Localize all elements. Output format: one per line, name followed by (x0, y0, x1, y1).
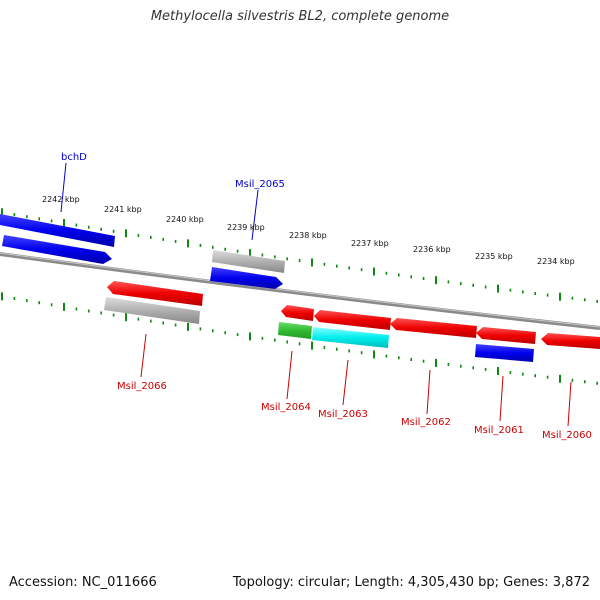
kbp-label-2240: 2240 kbp (166, 215, 204, 224)
gene-msil-2065-gray[interactable] (212, 250, 285, 273)
label-msil-2062[interactable]: Msil_2062 (401, 417, 451, 428)
kbp-label-2238: 2238 kbp (289, 231, 327, 240)
gene-msil-2066-gray[interactable] (104, 297, 200, 324)
label-msil-2063[interactable]: Msil_2063 (318, 409, 368, 420)
gene-msil-2064-red[interactable] (281, 305, 314, 321)
gene-forward-blue-2[interactable] (210, 267, 283, 289)
kbp-label-2239: 2239 kbp (227, 223, 265, 232)
kbp-label-2235: 2235 kbp (475, 252, 513, 261)
label-bchd[interactable]: bchD (61, 152, 87, 163)
label-leaders (60, 162, 572, 427)
genome-title: Methylocella silvestris BL2, complete ge… (150, 9, 450, 24)
gene-msil-2064-green[interactable] (278, 322, 312, 339)
gene-forward-blue-1[interactable] (2, 235, 112, 264)
forward-genes (0, 214, 285, 289)
reverse-genes (104, 281, 600, 362)
label-msil-2065[interactable]: Msil_2065 (235, 179, 285, 190)
genome-backbone (0, 252, 600, 330)
kbp-label-2241: 2241 kbp (104, 205, 142, 214)
gene-msil-2062[interactable] (390, 318, 477, 338)
accession-text: Accession: NC_011666 (9, 575, 157, 590)
gene-msil-2061-blue[interactable] (475, 344, 534, 362)
gene-bchd[interactable] (0, 214, 115, 247)
label-msil-2064[interactable]: Msil_2064 (261, 402, 311, 413)
label-msil-2066[interactable]: Msil_2066 (117, 381, 167, 392)
gene-msil-2066-red[interactable] (107, 281, 203, 306)
gene-msil-2063-red[interactable] (314, 310, 391, 330)
inner-tick-track (1, 292, 599, 385)
kbp-label-2237: 2237 kbp (351, 239, 389, 248)
topology-text: Topology: circular; Length: 4,305,430 bp… (232, 575, 590, 590)
gene-msil-2061-red[interactable] (476, 327, 536, 344)
kbp-labels: 2242 kbp 2241 kbp 2240 kbp 2239 kbp 2238… (42, 195, 575, 266)
gene-msil-2060[interactable] (541, 333, 600, 349)
label-msil-2060[interactable]: Msil_2060 (542, 430, 592, 441)
kbp-label-2242: 2242 kbp (42, 195, 80, 204)
outer-tick-track (1, 208, 599, 303)
kbp-label-2236: 2236 kbp (413, 245, 451, 254)
kbp-label-2234: 2234 kbp (537, 257, 575, 266)
label-msil-2061[interactable]: Msil_2061 (474, 425, 524, 436)
gene-msil-2063-cyan[interactable] (312, 327, 389, 348)
gene-labels: bchD Msil_2065 Msil_2066 Msil_2064 Msil_… (61, 152, 592, 441)
